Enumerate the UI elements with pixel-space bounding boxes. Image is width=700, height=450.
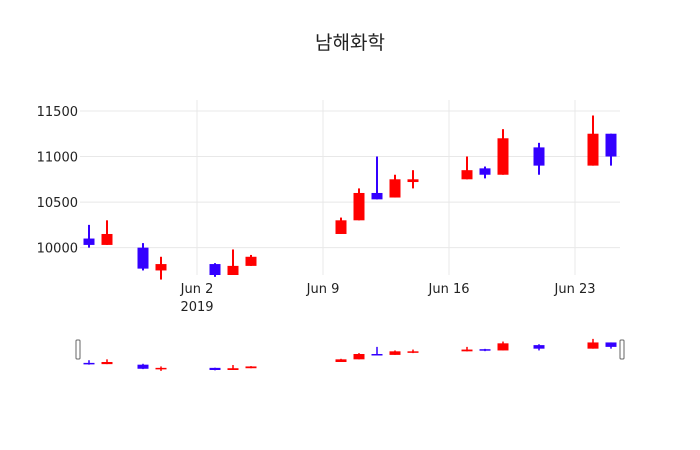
candle-body	[101, 233, 113, 245]
candle-increasing[interactable]	[587, 115, 599, 166]
candle-body	[209, 264, 221, 275]
slider-candle-body	[587, 342, 599, 349]
candle-decreasing[interactable]	[83, 224, 95, 248]
range-slider-candle	[353, 353, 365, 360]
candle-increasing[interactable]	[245, 254, 257, 266]
y-tick-label: 10000	[37, 242, 78, 257]
slider-candle-body	[335, 359, 347, 362]
candle-body	[353, 192, 365, 221]
range-slider-candle	[389, 350, 401, 355]
candle-decreasing[interactable]	[209, 263, 221, 277]
y-axis: 10000 10500 11000 11500	[37, 105, 78, 257]
range-slider-candle	[479, 348, 491, 352]
candle-body	[371, 192, 383, 200]
grid-lines	[80, 100, 620, 275]
candle-decreasing[interactable]	[533, 142, 545, 175]
slider-candle-body	[101, 362, 113, 365]
slider-candle-body	[497, 343, 509, 351]
candle-body	[245, 256, 257, 266]
range-slider-candle	[461, 346, 473, 352]
x-tick-label: Jun 16	[428, 282, 470, 297]
range-slider-candle	[137, 363, 149, 370]
candle-body	[227, 265, 239, 275]
candle-body	[335, 220, 347, 234]
slider-candle-body	[227, 368, 239, 370]
candle-body	[137, 247, 149, 269]
candle-increasing[interactable]	[497, 129, 509, 175]
candle-decreasing[interactable]	[479, 166, 491, 179]
x-tick-label: Jun 2	[180, 282, 214, 297]
candle-body	[83, 238, 95, 245]
candle-decreasing[interactable]	[371, 156, 383, 200]
x-tick-label: Jun 9	[306, 282, 340, 297]
slider-candle-body	[353, 354, 365, 360]
y-tick-label: 11000	[37, 151, 78, 166]
range-slider-background	[80, 338, 620, 370]
slider-candle-body	[155, 367, 167, 370]
candle-decreasing[interactable]	[605, 133, 617, 166]
slider-candle-body	[83, 362, 95, 365]
candle-body	[389, 179, 401, 198]
y-tick-label: 11500	[37, 105, 78, 120]
range-slider[interactable]	[75, 338, 625, 371]
slider-candle-body	[371, 354, 383, 356]
candle-body	[461, 170, 473, 180]
range-slider-candle	[245, 366, 257, 369]
slider-candle-body	[605, 342, 617, 347]
candle-body	[587, 133, 599, 166]
candle-body	[155, 264, 167, 271]
range-slider-candle	[533, 344, 545, 351]
range-slider-candle	[101, 359, 113, 365]
candle-body	[533, 147, 545, 166]
candle-body	[497, 138, 509, 175]
range-slider-candle	[155, 366, 167, 371]
candle-increasing[interactable]	[407, 170, 419, 189]
candle-increasing[interactable]	[101, 220, 113, 245]
slider-candle-body	[407, 351, 419, 353]
range-slider-candle	[83, 360, 95, 365]
candle-body	[407, 179, 419, 183]
candle-increasing[interactable]	[227, 249, 239, 275]
candles[interactable]	[83, 115, 617, 280]
slider-candle-body	[245, 366, 257, 369]
range-slider-candle	[407, 349, 419, 354]
chart-title: 남해화학	[315, 32, 385, 54]
range-slider-candle	[587, 338, 599, 349]
range-slider-candle	[335, 358, 347, 362]
slider-candle-body	[209, 367, 221, 370]
range-slider-left-handle[interactable]	[75, 339, 81, 360]
x-tick-label: Jun 23	[554, 282, 596, 297]
range-slider-candle	[371, 346, 383, 356]
candle-increasing[interactable]	[155, 256, 167, 280]
range-slider-right-handle[interactable]	[619, 339, 625, 360]
range-slider-candle	[497, 341, 509, 351]
slider-candle-body	[137, 364, 149, 369]
y-tick-label: 10500	[37, 196, 78, 211]
candle-body	[479, 168, 491, 175]
candle-decreasing[interactable]	[137, 243, 149, 271]
candle-body	[605, 133, 617, 157]
slider-candle-body	[461, 349, 473, 352]
range-slider-candle	[227, 365, 239, 370]
slider-candle-body	[479, 349, 491, 351]
range-slider-candle	[209, 367, 221, 371]
candle-increasing[interactable]	[335, 217, 347, 234]
candle-increasing[interactable]	[353, 188, 365, 221]
candle-increasing[interactable]	[389, 174, 401, 198]
x-tick-year-label: 2019	[180, 300, 213, 315]
candle-increasing[interactable]	[461, 156, 473, 180]
slider-candle-body	[389, 351, 401, 355]
x-axis: Jun 2 2019 Jun 9 Jun 16 Jun 23	[180, 282, 596, 315]
range-slider-candle	[605, 342, 617, 349]
slider-candle-body	[533, 345, 545, 349]
